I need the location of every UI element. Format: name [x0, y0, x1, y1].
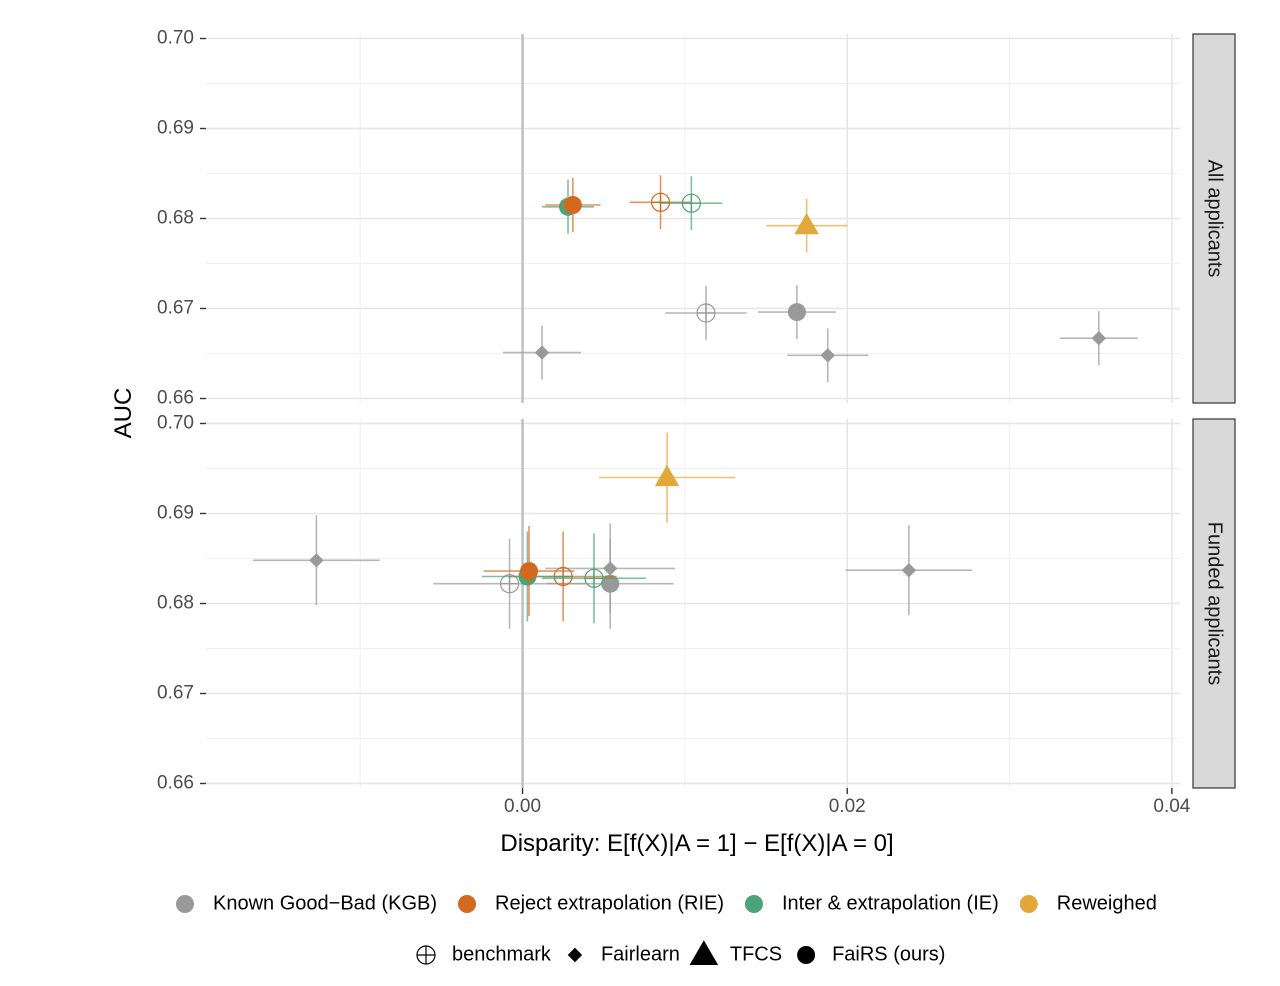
y-tick-label: 0.70	[157, 28, 194, 49]
marker-fairlearn	[1091, 331, 1107, 346]
legend-item-rie: Reject extrapolation (RIE)	[458, 892, 724, 914]
data-point-ie-benchmark	[660, 176, 723, 231]
marker-tfcs	[794, 213, 819, 235]
legend-label: benchmark	[452, 943, 552, 965]
legend: Known Good−Bad (KGB) Reject extrapolation…	[176, 892, 1157, 965]
data-point-reweighed-tfcs	[766, 198, 848, 253]
legend-label: Fairlearn	[601, 943, 680, 965]
marker-benchmark	[499, 574, 520, 594]
x-tick-label: 0.02	[829, 796, 866, 817]
legend-swatch	[176, 895, 194, 913]
y-tick-label: 0.70	[157, 413, 194, 434]
marker-fairs	[563, 196, 582, 214]
y-tick-label: 0.69	[157, 503, 194, 524]
y-tick-label: 0.68	[157, 593, 194, 614]
legend-label: Reject extrapolation (RIE)	[495, 892, 724, 914]
marker-fairs	[787, 303, 806, 322]
panel-funded-applicants: Funded applicants	[206, 418, 1236, 789]
legend-shape-fairlearn	[567, 947, 583, 963]
panel-all-applicants: All applicants	[206, 33, 1236, 404]
data-point-kgb-fairlearn	[787, 328, 869, 383]
marker-benchmark	[584, 568, 604, 588]
legend-swatch	[1019, 895, 1038, 913]
legend-swatch	[458, 895, 477, 913]
y-tick-label: 0.66	[157, 773, 194, 794]
y-tick-label: 0.68	[157, 208, 194, 229]
data-point-rie-benchmark	[629, 175, 692, 230]
marker-benchmark	[696, 303, 716, 323]
legend-label: TFCS	[730, 943, 782, 965]
facet-strip-label: All applicants	[1204, 160, 1226, 278]
marker-benchmark	[650, 192, 671, 212]
legend-item-benchmark: benchmark	[416, 943, 552, 965]
marker-fairs	[601, 574, 620, 593]
marker-fairlearn	[534, 345, 550, 360]
marker-fairlearn	[901, 563, 917, 578]
x-tick-label: 0.00	[504, 796, 541, 817]
marker-tfcs	[654, 464, 680, 487]
data-point-kgb-fairlearn	[1059, 311, 1138, 366]
legend-item-tfcs: TFCS	[689, 940, 782, 965]
legend-item-fairlearn: Fairlearn	[567, 943, 680, 965]
marker-fairlearn	[820, 348, 835, 363]
x-axis-title: Disparity: E[f(X)|A = 1] − E[f(X)|A = 0]	[500, 830, 893, 857]
legend-shape-fairs	[797, 946, 816, 964]
legend-swatch	[745, 895, 763, 913]
data-point-kgb-fairs	[757, 285, 836, 340]
marker-benchmark	[681, 193, 701, 213]
data-point-kgb-fairlearn	[503, 325, 581, 380]
y-tick-label: 0.67	[157, 683, 194, 704]
marker-fairs	[520, 562, 539, 581]
legend-label: Known Good−Bad (KGB)	[213, 892, 437, 914]
data-point-reweighed-tfcs	[598, 432, 736, 523]
y-tick-label: 0.67	[157, 298, 194, 319]
data-point-kgb-benchmark	[665, 286, 747, 340]
data-point-rie-fairs	[483, 526, 575, 617]
legend-item-reweighed: Reweighed	[1019, 892, 1157, 914]
facet-strip	[1192, 418, 1236, 789]
data-point-kgb-fairlearn	[845, 525, 973, 616]
y-tick-label: 0.66	[157, 388, 194, 409]
legend-item-ie: Inter & extrapolation (IE)	[745, 892, 999, 914]
legend-shape-benchmark	[416, 945, 436, 965]
facet-strip	[1192, 33, 1236, 404]
data-point-ie-benchmark	[542, 533, 646, 624]
facet-strip-label: Funded applicants	[1204, 522, 1226, 685]
marker-fairlearn	[309, 553, 324, 568]
legend-label: FaiRS (ours)	[832, 943, 945, 965]
legend-shape-tfcs	[689, 940, 719, 965]
y-tick-label: 0.69	[157, 118, 194, 139]
data-point-kgb-fairlearn	[253, 515, 380, 606]
legend-item-fairs: FaiRS (ours)	[797, 943, 945, 965]
legend-label: Inter & extrapolation (IE)	[782, 892, 999, 914]
data-point-rie-fairs	[545, 178, 601, 232]
legend-label: Reweighed	[1057, 892, 1157, 914]
y-axis-title: AUC	[110, 388, 137, 439]
x-tick-label: 0.04	[1153, 796, 1190, 817]
legend-item-kgb: Known Good−Bad (KGB)	[176, 892, 437, 914]
